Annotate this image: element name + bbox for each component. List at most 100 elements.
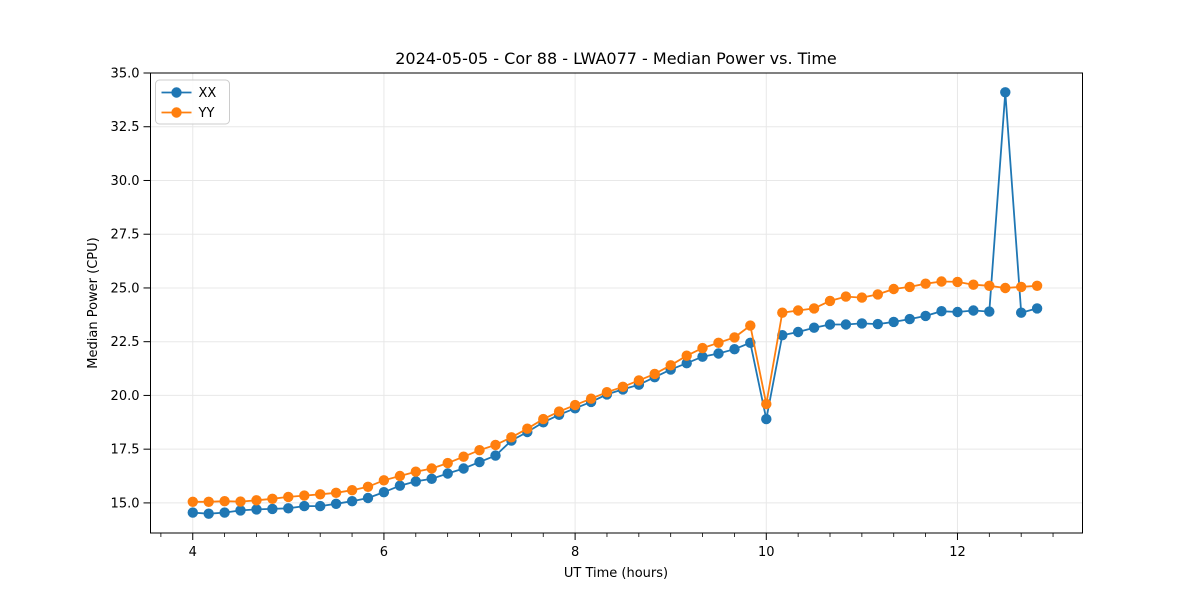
data-point — [729, 332, 740, 343]
grid-lines — [150, 72, 1083, 533]
data-point — [856, 292, 868, 303]
data-point — [522, 423, 533, 434]
y-tick-label: 17.5 — [111, 443, 140, 458]
data-point — [729, 344, 740, 355]
data-point — [330, 487, 342, 498]
legend-box — [155, 79, 230, 125]
data-point — [697, 342, 708, 354]
data-point — [394, 470, 406, 482]
data-point — [299, 500, 310, 512]
data-point — [394, 480, 406, 491]
data-point — [283, 503, 294, 514]
data-point — [474, 456, 485, 468]
data-point — [824, 319, 836, 330]
data-point — [968, 305, 979, 316]
data-point — [761, 413, 772, 425]
y-tick-label: 22.5 — [111, 335, 140, 350]
data-point — [840, 291, 852, 302]
data-point — [952, 306, 963, 318]
legend-marker — [171, 87, 182, 98]
data-point — [378, 475, 390, 486]
y-axis-label: Median Power (CPU) — [86, 237, 101, 368]
data-point — [299, 490, 310, 501]
legend: XX YY — [155, 79, 230, 125]
legend-label: YY — [198, 106, 215, 121]
y-tick-label: 27.5 — [111, 228, 140, 243]
data-point — [697, 351, 708, 362]
data-point — [585, 393, 597, 404]
data-point — [283, 491, 294, 503]
data-point — [187, 496, 198, 507]
y-tick-label: 20.0 — [111, 389, 140, 404]
y-tick-label: 30.0 — [111, 174, 140, 189]
data-point — [187, 507, 198, 518]
data-point — [984, 306, 995, 317]
data-point — [315, 500, 326, 512]
data-point — [1031, 303, 1043, 314]
x-tick-label: 4 — [189, 545, 197, 560]
y-tick-label: 35.0 — [111, 67, 140, 82]
data-point — [362, 481, 374, 492]
data-point — [410, 466, 421, 477]
data-point — [713, 348, 724, 359]
data-point — [904, 313, 915, 325]
data-point — [888, 316, 899, 328]
data-point — [203, 496, 214, 507]
tick-marks-and-labels: 4 6 8 10 12 15.0 17.5 20.0 22.5 25.0 27.5 30.0 32.5 3… — [111, 67, 1054, 560]
data-point — [1000, 87, 1011, 98]
data-point — [824, 295, 836, 307]
data-point — [920, 278, 931, 289]
data-point — [235, 505, 246, 516]
data-point — [219, 507, 230, 518]
data-point — [553, 406, 565, 417]
data-point — [808, 322, 820, 333]
data-point — [888, 283, 899, 295]
data-point — [984, 280, 995, 291]
data-point — [490, 450, 501, 461]
data-point — [315, 489, 326, 500]
data-point — [235, 496, 246, 507]
data-point — [936, 276, 947, 287]
data-point — [426, 463, 437, 474]
data-point — [649, 368, 660, 380]
data-point — [378, 487, 390, 498]
data-point — [219, 496, 230, 507]
series-XX-markers — [187, 87, 1043, 519]
data-point — [681, 358, 692, 369]
data-point — [490, 439, 501, 451]
data-point — [713, 337, 724, 348]
data-point — [904, 281, 915, 293]
x-axis-label: UT Time (hours) — [564, 566, 668, 581]
data-point — [745, 320, 756, 331]
data-point — [681, 350, 692, 361]
plot-border — [150, 72, 1083, 534]
data-point — [601, 387, 613, 398]
data-point — [872, 318, 883, 330]
series-YY-markers — [187, 276, 1043, 507]
data-point — [251, 495, 262, 506]
data-point — [251, 504, 262, 515]
legend-marker — [171, 107, 182, 118]
axes — [150, 72, 1083, 534]
data-point — [267, 503, 278, 515]
data-point — [474, 445, 485, 456]
data-point — [267, 493, 278, 504]
data-point — [538, 413, 549, 425]
data-point — [792, 305, 804, 316]
data-point — [426, 473, 437, 484]
legend-label: XX — [199, 86, 217, 101]
y-tick-label: 15.0 — [111, 496, 140, 511]
data-point — [506, 432, 517, 443]
data-point — [1016, 307, 1027, 318]
y-tick-label: 25.0 — [111, 281, 140, 296]
x-tick-label: 12 — [949, 545, 966, 560]
data-point — [792, 326, 804, 338]
data-point — [346, 496, 358, 507]
data-point — [203, 508, 214, 519]
data-point — [458, 451, 469, 462]
data-point — [840, 319, 852, 330]
data-point — [1000, 282, 1011, 294]
data-series — [187, 87, 1043, 519]
x-tick-label: 6 — [380, 545, 388, 560]
